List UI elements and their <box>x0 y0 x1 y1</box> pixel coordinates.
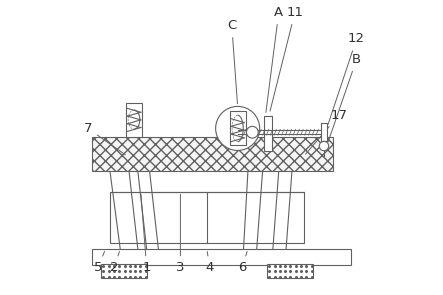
Bar <box>92 137 333 171</box>
Text: 7: 7 <box>84 122 125 155</box>
Text: C: C <box>227 19 237 104</box>
Text: 6: 6 <box>238 251 247 274</box>
Bar <box>110 191 304 243</box>
Text: 17: 17 <box>306 109 347 154</box>
Bar <box>230 111 245 145</box>
Circle shape <box>216 106 260 150</box>
Bar <box>126 104 142 137</box>
Text: A: A <box>266 6 284 112</box>
Text: B: B <box>328 53 361 142</box>
Bar <box>267 264 312 278</box>
Text: 2: 2 <box>110 251 119 274</box>
Bar <box>101 264 147 278</box>
Bar <box>92 249 351 265</box>
Circle shape <box>319 141 329 151</box>
Text: 12: 12 <box>328 32 365 124</box>
Text: 1: 1 <box>141 194 151 274</box>
Bar <box>321 123 327 141</box>
Text: 3: 3 <box>176 194 185 274</box>
Text: 5: 5 <box>94 251 105 274</box>
Text: 11: 11 <box>270 6 303 111</box>
Text: 4: 4 <box>206 252 214 274</box>
Bar <box>264 116 272 151</box>
Circle shape <box>246 126 258 138</box>
